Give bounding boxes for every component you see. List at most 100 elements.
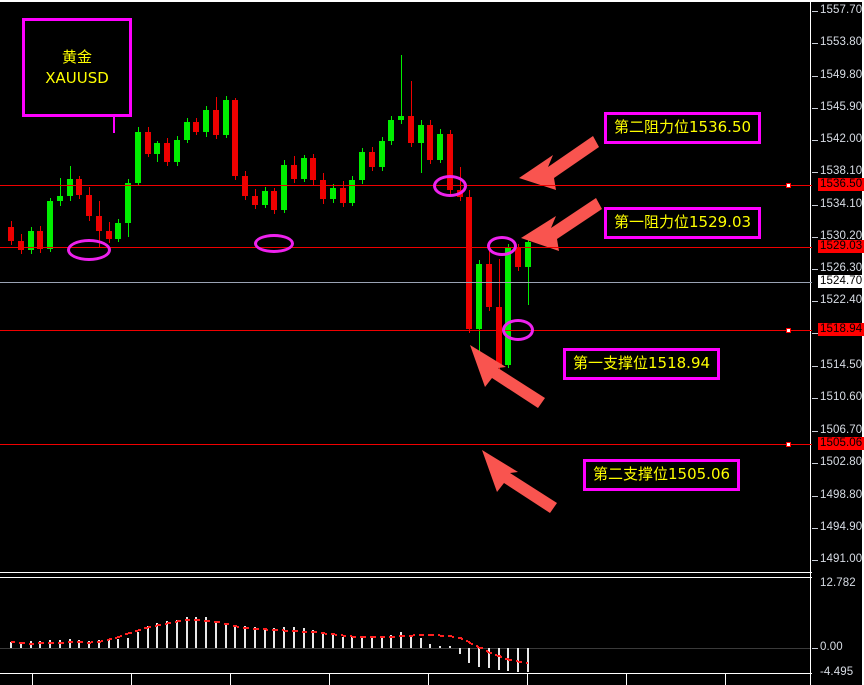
candle-body[interactable]: [261, 191, 268, 206]
candle-body[interactable]: [232, 99, 239, 176]
candle-body[interactable]: [310, 158, 317, 181]
axis-tick-label: 1491.00: [820, 553, 863, 565]
candle-body[interactable]: [281, 164, 287, 211]
candle-body[interactable]: [466, 196, 473, 329]
macd-signal-point: [402, 634, 405, 637]
level-line-support-1[interactable]: [0, 330, 812, 331]
axis-level-label[interactable]: 1536.50: [818, 178, 864, 191]
candle-body[interactable]: [359, 151, 365, 180]
candle-body[interactable]: [515, 247, 521, 267]
level-line-support-2-handle[interactable]: [786, 442, 791, 447]
candle-body[interactable]: [105, 230, 112, 239]
candle-body[interactable]: [271, 191, 278, 211]
candle-body[interactable]: [320, 180, 326, 200]
candle-body[interactable]: [125, 182, 131, 224]
level-line-resistance-2-handle[interactable]: [786, 183, 791, 188]
price-axis[interactable]: 1557.70 1553.80 1549.80 1545.90 1542.00 1538.…: [812, 0, 864, 685]
marker-ellipse-2[interactable]: [254, 234, 295, 254]
candle-body[interactable]: [193, 122, 200, 132]
time-axis-tick: [131, 674, 132, 685]
candle-body[interactable]: [398, 115, 404, 120]
candle-body[interactable]: [183, 122, 190, 141]
candle-body[interactable]: [505, 247, 512, 365]
macd-signal-point: [284, 629, 286, 632]
marker-ellipse-1[interactable]: [67, 239, 111, 262]
candle-body[interactable]: [222, 99, 229, 136]
candle-body[interactable]: [164, 143, 170, 163]
annotation-support-2[interactable]: 第二支撑位1505.06: [583, 459, 741, 491]
candle-body[interactable]: [27, 230, 34, 251]
axis-level-label[interactable]: 1529.03: [818, 240, 864, 253]
macd-signal-point: [115, 636, 117, 639]
candle-body[interactable]: [115, 223, 122, 239]
candle-body[interactable]: [203, 109, 209, 132]
candle-body[interactable]: [437, 133, 443, 160]
macd-signal-point: [510, 659, 513, 662]
macd-signal-point: [217, 621, 220, 624]
candle-body[interactable]: [329, 187, 336, 200]
macd-histogram-bar: [253, 627, 256, 649]
macd-signal-point: [165, 622, 168, 625]
candle-body[interactable]: [66, 178, 73, 197]
crosshair-line[interactable]: [0, 282, 812, 283]
axis-level-label[interactable]: 1518.94: [818, 323, 864, 336]
candle-body[interactable]: [212, 109, 219, 136]
candle-body[interactable]: [134, 131, 141, 183]
annotation-resistance-2[interactable]: 第二阻力位1536.50: [604, 112, 762, 144]
candle-body[interactable]: [446, 133, 453, 190]
marker-ellipse-5[interactable]: [502, 319, 534, 342]
candle-body[interactable]: [407, 115, 414, 143]
marker-ellipse-3[interactable]: [432, 175, 467, 198]
candle-body[interactable]: [524, 242, 531, 267]
macd-signal-point: [447, 634, 450, 637]
candle-body[interactable]: [388, 119, 395, 141]
price-chart-plot[interactable]: [0, 2, 810, 572]
candle-body[interactable]: [417, 124, 424, 143]
candle-body[interactable]: [339, 187, 346, 203]
candle-body[interactable]: [476, 264, 482, 329]
candle-body[interactable]: [47, 201, 53, 249]
candle-body[interactable]: [8, 226, 14, 241]
candle-body[interactable]: [86, 195, 92, 216]
macd-histogram-bar: [146, 626, 149, 649]
axis-left-border: [810, 0, 811, 685]
macd-signal-point: [233, 624, 236, 627]
annotation-resistance-1[interactable]: 第一阻力位1529.03: [604, 207, 762, 239]
axis-level-label[interactable]: 1505.06: [818, 437, 864, 450]
marker-ellipse-4[interactable]: [487, 236, 518, 257]
candle-body[interactable]: [368, 151, 375, 168]
level-line-support-1-handle[interactable]: [786, 328, 791, 333]
level-line-support-2[interactable]: [0, 444, 812, 445]
macd-signal-point: [168, 622, 171, 624]
symbol-label-box[interactable]: 黄金 XAUUSD: [22, 18, 132, 117]
candle-body[interactable]: [485, 264, 492, 308]
candle-body[interactable]: [251, 196, 258, 206]
candle-body[interactable]: [495, 307, 502, 365]
candle-body[interactable]: [349, 179, 356, 203]
candle-body[interactable]: [95, 215, 102, 231]
candle-body[interactable]: [17, 240, 24, 251]
candle-body[interactable]: [56, 196, 63, 202]
candle-body[interactable]: [300, 158, 307, 179]
annotation-support-1[interactable]: 第一支撑位1518.94: [563, 348, 721, 380]
macd-signal-point: [116, 636, 119, 639]
candle-body[interactable]: [378, 141, 385, 168]
candle-body[interactable]: [76, 178, 83, 196]
macd-histogram-bar: [283, 627, 285, 649]
candle-body[interactable]: [427, 124, 434, 160]
macd-signal-point: [137, 629, 140, 632]
candle-body[interactable]: [154, 143, 161, 155]
main-panel-bottom-border: [0, 572, 812, 573]
macd-histogram-bar: [214, 620, 217, 649]
candle-body[interactable]: [290, 164, 297, 179]
axis-current-price-label[interactable]: 1524.70: [818, 275, 864, 288]
macd-histogram-bar: [88, 641, 90, 649]
candle-body[interactable]: [144, 131, 151, 155]
candle-body[interactable]: [37, 230, 44, 249]
candle-body[interactable]: [173, 140, 180, 163]
level-line-resistance-1[interactable]: [0, 247, 812, 248]
macd-indicator-plot[interactable]: [0, 578, 810, 673]
level-line-resistance-2[interactable]: [0, 185, 812, 186]
macd-histogram-bar: [263, 628, 266, 649]
